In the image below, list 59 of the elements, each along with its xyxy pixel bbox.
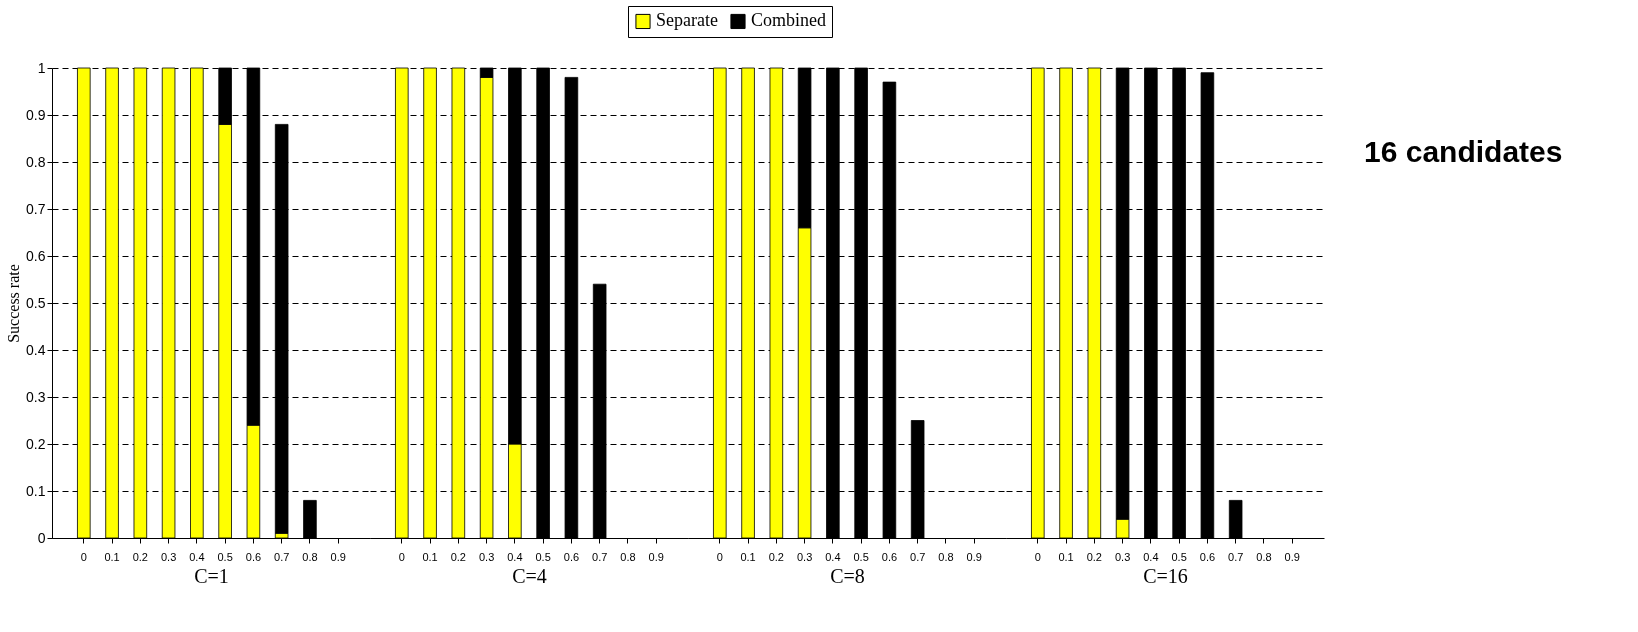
x-tick-label: 0.5	[217, 550, 233, 563]
x-tick-label: 0.1	[422, 550, 438, 563]
x-tick-label: 0.7	[592, 550, 608, 563]
y-tick-label: 0.4	[26, 341, 46, 358]
y-tick-label: 0.5	[26, 294, 46, 311]
y-tick-label: 1	[37, 59, 46, 76]
x-tick-label: 0.9	[648, 550, 664, 563]
x-axis-title: C=16	[1143, 564, 1188, 587]
x-tick-label: 0.4	[189, 550, 205, 563]
y-tick-label: 0.2	[26, 435, 46, 452]
x-tick-label: 0.8	[302, 550, 318, 563]
x-tick-label: 0.1	[1058, 550, 1074, 563]
x-tick-label: 0.5	[1171, 550, 1187, 563]
x-tick-label: 0.5	[853, 550, 869, 563]
y-tick-label: 0.3	[26, 388, 46, 405]
y-tick-label: 0.9	[26, 106, 46, 123]
x-tick-label: 0.8	[1256, 550, 1272, 563]
y-tick-label: 0.8	[26, 153, 46, 170]
y-tick-label: 0	[37, 529, 46, 546]
x-tick-label: 0.8	[938, 550, 954, 563]
x-tick-label: 0.4	[1143, 550, 1159, 563]
x-tick-label: 0.9	[966, 550, 982, 563]
x-tick-label: 0.2	[1086, 550, 1102, 563]
x-tick-label: 0.9	[1284, 550, 1300, 563]
x-tick-label: 0.1	[740, 550, 756, 563]
x-tick-label: 0.6	[245, 550, 262, 563]
x-tick-label: 0	[398, 550, 405, 563]
x-tick-label: 0	[80, 550, 87, 563]
x-tick-label: 0.7	[274, 550, 290, 563]
x-tick-label: 0	[716, 550, 723, 563]
x-tick-label: 0.4	[507, 550, 523, 563]
x-tick-label: 0.6	[563, 550, 580, 563]
x-tick-label: 0.1	[104, 550, 120, 563]
x-tick-label: 0.3	[160, 550, 177, 563]
x-axis-title: C=4	[512, 564, 547, 587]
y-tick-label: 0.1	[26, 482, 46, 499]
x-tick-label: 0.4	[825, 550, 841, 563]
legend-label: Combined	[751, 10, 826, 31]
x-tick-label: 0.7	[1228, 550, 1244, 563]
text: 16 candidates	[1364, 134, 1563, 168]
x-tick-label: 0.2	[768, 550, 784, 563]
y-tick-label: 0.7	[26, 200, 46, 217]
x-tick-label: 0	[1034, 550, 1041, 563]
y-axis-title: Success rate	[5, 264, 23, 343]
x-tick-label: 0.5	[535, 550, 551, 563]
x-tick-label: 0.7	[910, 550, 926, 563]
x-tick-label: 0.3	[1114, 550, 1131, 563]
x-tick-label: 0.6	[881, 550, 898, 563]
y-tick-label: 0.6	[26, 247, 46, 264]
x-tick-label: 0.2	[450, 550, 466, 563]
x-tick-label: 0.3	[796, 550, 813, 563]
legend-label: Separate	[656, 10, 718, 31]
x-axis-title: C=1	[194, 564, 229, 587]
x-tick-label: 0.9	[330, 550, 346, 563]
x-tick-label: 0.3	[478, 550, 495, 563]
x-tick-label: 0.8	[620, 550, 636, 563]
x-axis-title: C=8	[830, 564, 865, 587]
x-tick-label: 0.6	[1199, 550, 1216, 563]
x-tick-label: 0.2	[132, 550, 148, 563]
